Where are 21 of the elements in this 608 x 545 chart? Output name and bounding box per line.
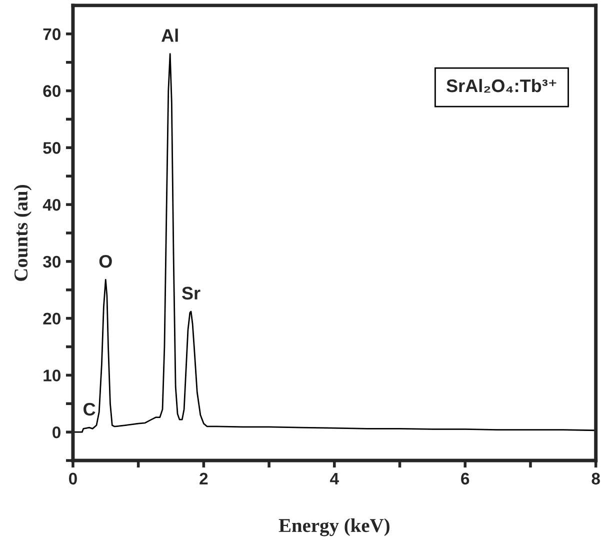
- y-tick-label: 0: [52, 426, 60, 438]
- annotation: Sr: [182, 286, 200, 300]
- y-tick-label: 30: [43, 256, 60, 268]
- y-tick-label: 20: [43, 312, 60, 325]
- y-tick-label: 40: [42, 198, 60, 211]
- annotation: C: [84, 402, 96, 416]
- x-tick-label: 4: [330, 472, 339, 484]
- y-tick-label: 60: [43, 85, 60, 97]
- y-tick-label: 10: [44, 370, 60, 382]
- y-axis-title: Counts (au): [14, 184, 32, 281]
- y-tick-label: 70: [43, 28, 60, 40]
- x-tick-label: 8: [592, 472, 600, 485]
- line-series: [72, 53, 596, 433]
- annotation: SrAl₂O₄:Tb³⁺: [446, 78, 556, 93]
- x-tick-label: 0: [68, 472, 77, 485]
- annotation: O: [99, 254, 112, 268]
- x-tick-label: 2: [200, 472, 208, 484]
- annotation: Al: [162, 28, 178, 42]
- x-tick-label: 6: [461, 472, 470, 485]
- x-axis-title: Energy (keV): [278, 518, 390, 536]
- y-tick-label: 50: [43, 142, 60, 154]
